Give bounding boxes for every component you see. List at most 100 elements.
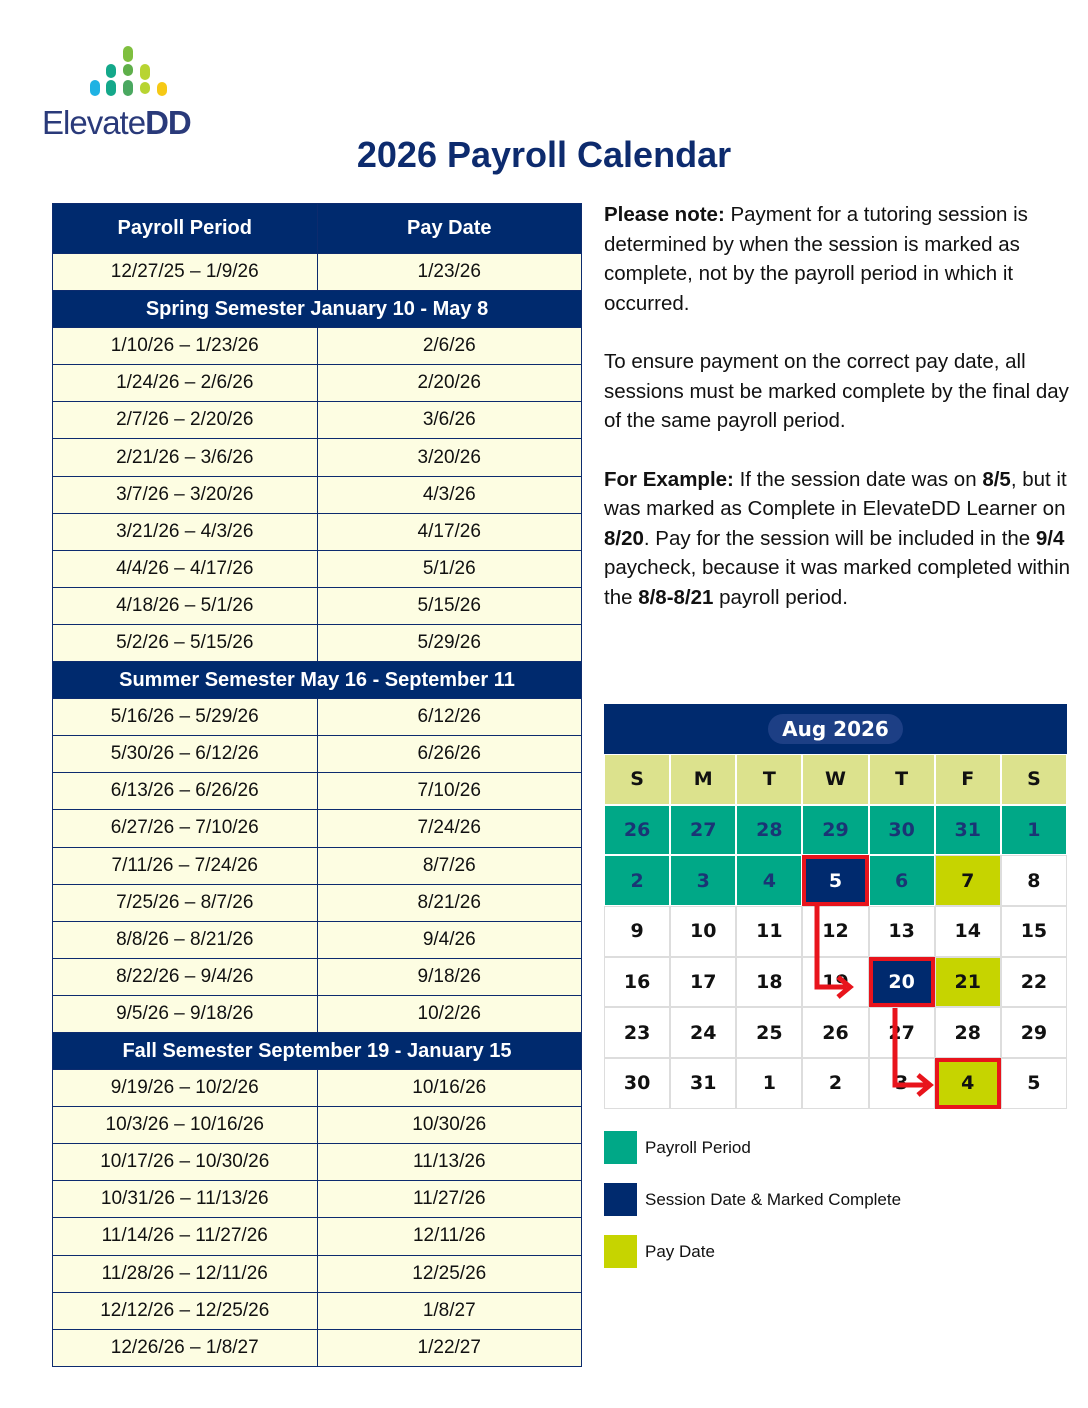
example-text: 8/5 <box>982 467 1011 491</box>
calendar-day: 29 <box>802 804 869 856</box>
legend-label: Payroll Period <box>645 1137 751 1157</box>
payroll-period-cell: 12/27/25 – 1/9/26 <box>52 252 318 292</box>
weekday-label: M <box>670 754 737 805</box>
table-row: 12/26/26 – 1/8/27 1/22/27 <box>52 1328 582 1367</box>
note-ensure: To ensure payment on the correct pay dat… <box>604 350 1069 432</box>
table-row: 6/13/26 – 6/26/26 7/10/26 <box>52 772 582 811</box>
table-row: 11/28/26 – 12/11/26 12/25/26 <box>52 1254 582 1293</box>
payroll-period-cell: 7/25/26 – 8/7/26 <box>52 883 318 922</box>
calendar-day: 9 <box>604 906 671 957</box>
table-row: 5/30/26 – 6/12/26 6/26/26 <box>52 735 582 774</box>
pay-date-cell: 10/2/26 <box>316 994 582 1033</box>
payroll-period-cell: 8/8/26 – 8/21/26 <box>52 920 318 959</box>
section-row: Summer Semester May 16 - September 11 <box>52 661 582 700</box>
pay-date-cell: 6/26/26 <box>316 735 582 774</box>
section-row: Fall Semester September 19 - January 15 <box>52 1031 582 1071</box>
table-row: 5/2/26 – 5/15/26 5/29/26 <box>52 623 582 663</box>
calendar-day: 28 <box>934 1007 1001 1059</box>
pay-date-cell: 4/17/26 <box>316 512 582 551</box>
calendar-day: 11 <box>736 906 803 957</box>
page-title: 2026 Payroll Calendar <box>356 134 732 175</box>
calendar-day: 8 <box>1000 855 1067 907</box>
table-row: 4/18/26 – 5/1/26 5/15/26 <box>52 586 582 625</box>
weekday-label: T <box>736 754 803 805</box>
calendar-day: 10 <box>670 906 737 957</box>
payroll-period-cell: 5/30/26 – 6/12/26 <box>52 735 318 774</box>
payroll-period-cell: 5/16/26 – 5/29/26 <box>52 698 318 737</box>
calendar-day: 28 <box>736 804 803 856</box>
calendar-day: 3 <box>670 855 737 907</box>
pay-date-cell: 6/12/26 <box>316 698 582 737</box>
calendar-day: 27 <box>670 804 737 856</box>
legend-label: Pay Date <box>645 1241 715 1261</box>
pay-date-cell: 3/20/26 <box>316 438 582 477</box>
payroll-period-cell: 3/7/26 – 3/20/26 <box>52 475 318 514</box>
pay-date-cell: 5/1/26 <box>316 549 582 588</box>
calendar-day: 14 <box>934 906 1001 957</box>
table-row: 9/19/26 – 10/2/26 10/16/26 <box>52 1069 582 1108</box>
calendar-day: 19 <box>802 956 869 1008</box>
pay-date-cell: 1/8/27 <box>316 1291 582 1330</box>
calendar: Aug 2026 S M T W T F S 26 27 28 29 30 31 1 2 3 4 5 6 7 8 9 10 1… <box>604 704 1067 1109</box>
calendar-day: 17 <box>670 956 737 1008</box>
pay-date-cell: 11/27/26 <box>316 1180 582 1219</box>
calendar-day: 5 <box>802 855 869 907</box>
legend-item: Payroll Period <box>604 1131 751 1164</box>
table-row: 10/31/26 – 11/13/26 11/27/26 <box>52 1180 582 1219</box>
pay-date-cell: 3/6/26 <box>316 401 582 440</box>
example-text: 9/4 <box>1035 526 1065 550</box>
table-row: 8/22/26 – 9/4/26 9/18/26 <box>52 957 582 996</box>
calendar-day: 29 <box>1000 1007 1067 1059</box>
pay-date-cell: 8/21/26 <box>316 883 582 922</box>
note-please: Please note: Payment for a tutoring sess… <box>604 203 1028 315</box>
payroll-period-cell: 10/31/26 – 11/13/26 <box>52 1180 318 1219</box>
pay-date-cell: 2/6/26 <box>316 327 582 366</box>
payroll-period-cell: 10/3/26 – 10/16/26 <box>52 1106 318 1145</box>
pay-date-cell: 8/7/26 <box>316 846 582 885</box>
calendar-day: 12 <box>802 906 869 957</box>
payroll-period-cell: 7/11/26 – 7/24/26 <box>52 846 318 885</box>
example-text: , but it was marked as Complete in Eleva… <box>604 467 1067 521</box>
pay-date-cell: 10/16/26 <box>316 1069 582 1108</box>
calendar-day: 1 <box>736 1058 803 1109</box>
table-row: 3/21/26 – 4/3/26 4/17/26 <box>52 512 582 551</box>
table-row: 9/5/26 – 9/18/26 10/2/26 <box>52 994 582 1033</box>
calendar-day: 31 <box>934 804 1001 856</box>
payroll-period-cell: 2/7/26 – 2/20/26 <box>52 401 318 440</box>
table-row: 2/7/26 – 2/20/26 3/6/26 <box>52 401 582 440</box>
calendar-day: 15 <box>1000 906 1067 957</box>
weekday-label: W <box>802 754 869 805</box>
example-text: paycheck, because it was marked complete… <box>604 556 1071 609</box>
calendar-day: 21 <box>934 956 1001 1008</box>
calendar-day: 2 <box>604 855 671 907</box>
weekday-label: S <box>604 754 671 805</box>
calendar-day: 26 <box>802 1007 869 1059</box>
calendar-month: Aug 2026 <box>768 714 903 744</box>
payroll-period-cell: 4/18/26 – 5/1/26 <box>52 586 318 625</box>
table-row: 1/10/26 – 1/23/26 2/6/26 <box>52 327 582 366</box>
example-text: . Pay for the session will be included i… <box>643 526 1036 550</box>
example-text: 8/8-8/21 <box>638 585 714 609</box>
payroll-period-cell: 6/27/26 – 7/10/26 <box>52 809 318 848</box>
calendar-day: 25 <box>736 1007 803 1059</box>
pay-date-cell: 7/24/26 <box>316 809 582 848</box>
legend-label: Session Date & Marked Complete <box>645 1189 902 1209</box>
table-row: 7/25/26 – 8/7/26 8/21/26 <box>52 883 582 922</box>
table-row: 2/21/26 – 3/6/26 3/20/26 <box>52 438 582 477</box>
calendar-day: 7 <box>934 855 1001 907</box>
section-row: Spring Semester January 10 - May 8 <box>52 290 582 329</box>
calendar-day: 4 <box>736 855 803 907</box>
example-text: 8/20 <box>604 526 644 550</box>
pay-date-cell: 9/4/26 <box>316 920 582 959</box>
table-row: 6/27/26 – 7/10/26 7/24/26 <box>52 809 582 848</box>
pay-date-cell: 10/30/26 <box>316 1106 582 1145</box>
calendar-day: 31 <box>670 1058 737 1109</box>
calendar-day: 16 <box>604 956 671 1008</box>
example-text: If the session date was on <box>733 467 983 491</box>
table-row: 1/24/26 – 2/6/26 2/20/26 <box>52 364 582 403</box>
payroll-period-cell: 1/10/26 – 1/23/26 <box>52 327 318 366</box>
payroll-period-cell: 1/24/26 – 2/6/26 <box>52 364 318 403</box>
calendar-day: 24 <box>670 1007 737 1059</box>
table-row: 8/8/26 – 8/21/26 9/4/26 <box>52 920 582 959</box>
payroll-period-cell: 6/13/26 – 6/26/26 <box>52 772 318 811</box>
